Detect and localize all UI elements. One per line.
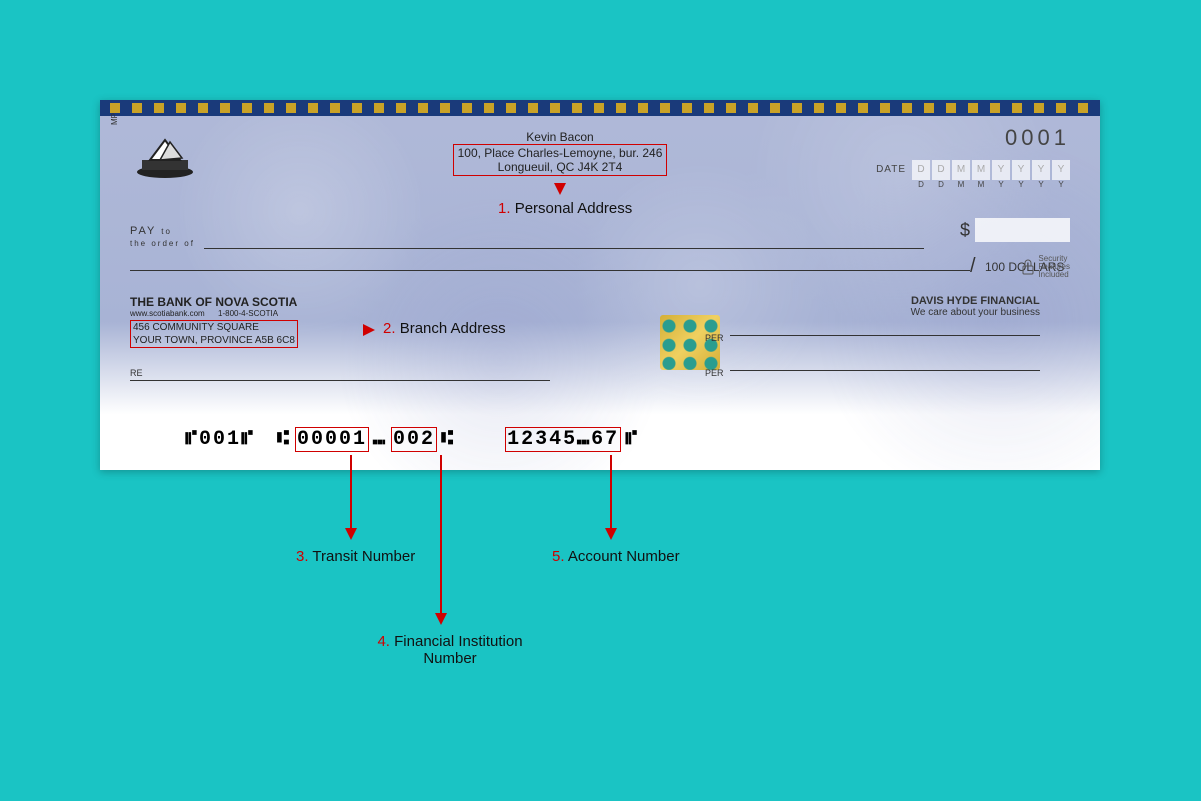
branch-address-highlight: 456 COMMUNITY SQUARE YOUR TOWN, PROVINCE… (130, 320, 298, 348)
micr-transit-highlight: 00001 (295, 427, 369, 452)
micr-sep: ⑆ (277, 428, 291, 451)
arrow-line (350, 455, 352, 530)
dollar-sign: $ (960, 220, 970, 241)
company-tagline: We care about your business (911, 307, 1040, 318)
date-box: D (912, 160, 930, 180)
personal-address-line2: Longueuil, QC J4K 2T4 (458, 160, 663, 174)
pay-label: PAY (130, 225, 156, 237)
company-block: DAVIS HYDE FINANCIAL We care about your … (911, 295, 1040, 318)
annotation-2: 2. Branch Address (383, 320, 506, 337)
annotation-4: 4. Financial Institution Number (370, 633, 530, 667)
amount-slash: / (970, 255, 976, 278)
date-box: Y (992, 160, 1010, 180)
personal-address-line1: 100, Place Charles-Lemoyne, bur. 246 (458, 146, 663, 160)
annotation-1: 1. Personal Address (498, 200, 632, 217)
micr-cheque-no: ⑈001⑈ (185, 428, 255, 451)
micr-line: ⑈001⑈ ⑆ 00001 ⑉ 002 ⑆ 12345⑉67 ⑈ (185, 427, 639, 452)
arrow-line (610, 455, 612, 530)
account-holder-name: Kevin Bacon (410, 130, 710, 144)
arrow-icon (363, 324, 375, 336)
re-line: RE (130, 370, 550, 381)
arrow-icon (605, 528, 617, 540)
arrow-icon (345, 528, 357, 540)
date-boxes: D D M M Y Y Y Y (912, 160, 1070, 180)
micr-account-highlight: 12345⑉67 (505, 427, 621, 452)
per-line-1: PER (730, 335, 1040, 336)
personal-address-highlight: 100, Place Charles-Lemoyne, bur. 246 Lon… (453, 144, 668, 176)
date-box: D (932, 160, 950, 180)
annotation-3: 3. Transit Number (296, 548, 415, 565)
pay-row: PAY to the order of (130, 225, 1070, 249)
cheque: MP Kevin Bacon 100, Place Charles-Lemoyn… (100, 100, 1100, 470)
company-name: DAVIS HYDE FINANCIAL (911, 295, 1040, 307)
date-box: M (952, 160, 970, 180)
date-row: DATE D D M M Y Y Y Y DDMMYYYY (876, 160, 1070, 189)
bank-url: www.scotiabank.com (130, 309, 205, 318)
arrow-icon (435, 613, 447, 625)
date-box: Y (1052, 160, 1070, 180)
micr-institution-highlight: 002 (391, 427, 437, 452)
date-under-labels: DDMMYYYY (912, 180, 1070, 189)
bank-name: THE BANK OF NOVA SCOTIA (130, 295, 298, 309)
date-label: DATE (876, 164, 906, 175)
payee-line (204, 235, 924, 249)
micr-sep: ⑉ (373, 428, 387, 451)
annotation-5: 5. Account Number (552, 548, 680, 565)
bank-block: THE BANK OF NOVA SCOTIA www.scotiabank.c… (130, 295, 298, 348)
bank-phone: 1-800-4-SCOTIA (218, 309, 278, 318)
branch-line1: 456 COMMUNITY SQUARE (133, 321, 295, 334)
security-features: Security Features Included (1021, 255, 1070, 279)
security-text: Security Features Included (1038, 255, 1070, 279)
date-box: Y (1012, 160, 1030, 180)
top-band (100, 100, 1100, 116)
mp-label: MP (110, 113, 119, 125)
arrow-line (440, 455, 442, 615)
branch-line2: YOUR TOWN, PROVINCE A5B 6C8 (133, 334, 295, 347)
pay-to: to (161, 227, 172, 236)
pay-order-of: the order of (130, 239, 195, 248)
lock-icon (1021, 259, 1035, 275)
arrow-icon (554, 183, 566, 195)
per-line-2: PER (730, 370, 1040, 371)
date-box: M (972, 160, 990, 180)
cheque-logo-icon (130, 130, 200, 180)
micr-sep: ⑆ (441, 428, 455, 451)
amount-box (975, 218, 1070, 242)
cheque-number: 0001 (1005, 125, 1070, 151)
amount-words-line (130, 270, 970, 271)
personal-address-block: Kevin Bacon 100, Place Charles-Lemoyne, … (410, 130, 710, 176)
date-box: Y (1032, 160, 1050, 180)
